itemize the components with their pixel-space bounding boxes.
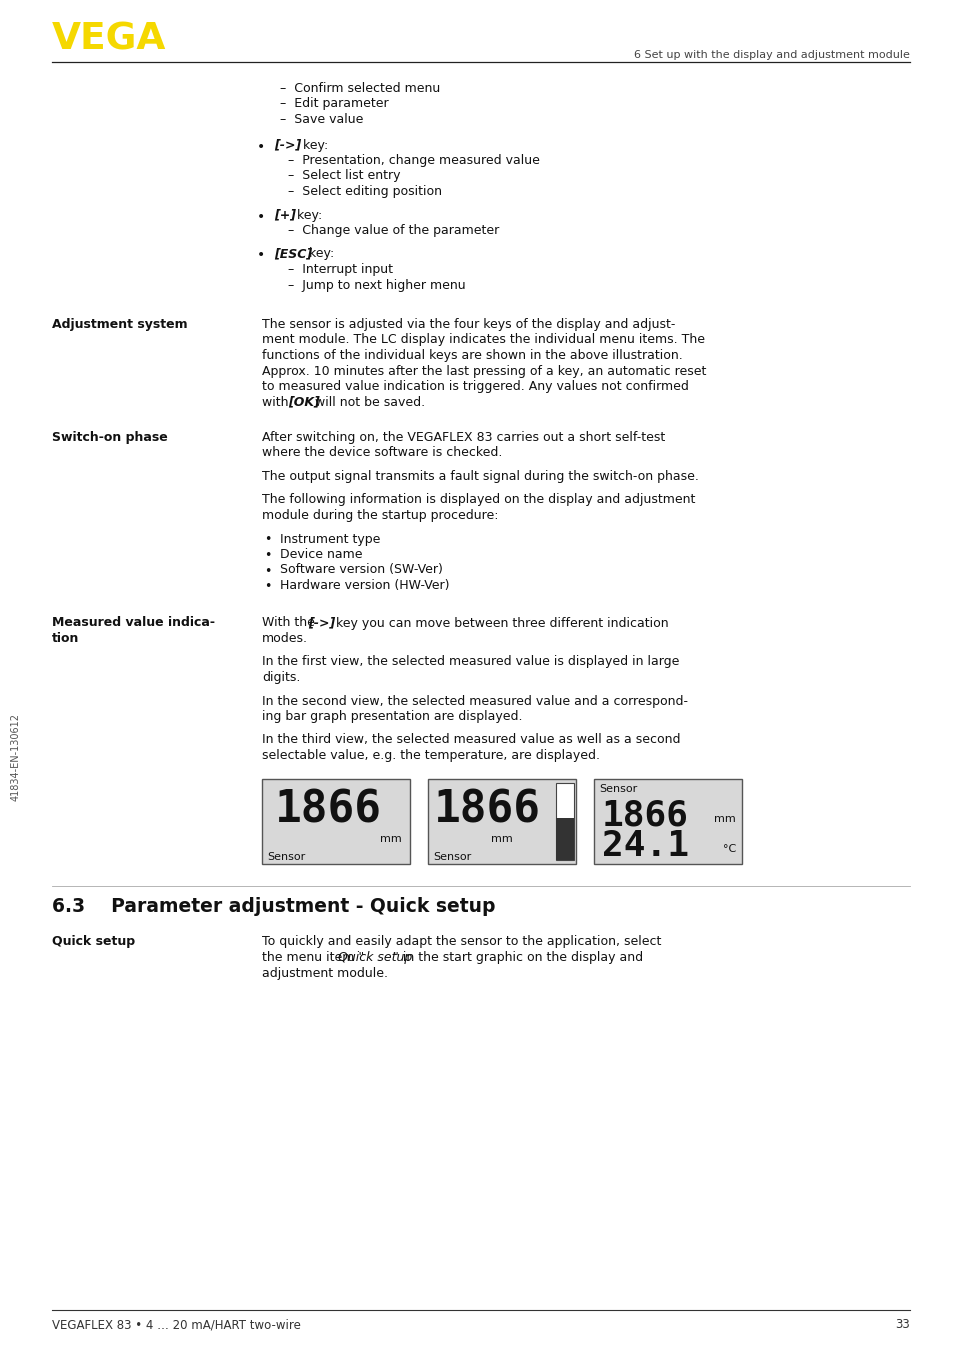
Text: The following information is displayed on the display and adjustment: The following information is displayed o… — [262, 493, 695, 506]
Text: After switching on, the VEGAFLEX 83 carries out a short self-test: After switching on, the VEGAFLEX 83 carr… — [262, 431, 664, 444]
Text: Measured value indica-: Measured value indica- — [52, 616, 214, 630]
Text: Quick setup: Quick setup — [337, 951, 412, 964]
Text: °C: °C — [722, 844, 735, 853]
Text: 41834-EN-130612: 41834-EN-130612 — [11, 714, 21, 802]
Text: VEGA: VEGA — [52, 22, 166, 58]
Text: •: • — [264, 548, 271, 562]
Text: [+]: [+] — [274, 209, 295, 222]
Text: –  Select list entry: – Select list entry — [288, 169, 400, 183]
Text: In the third view, the selected measured value as well as a second: In the third view, the selected measured… — [262, 734, 679, 746]
Text: 33: 33 — [894, 1317, 909, 1331]
Bar — [594, 779, 741, 864]
Text: [->]: [->] — [308, 616, 335, 630]
Text: Switch-on phase: Switch-on phase — [52, 431, 168, 444]
Text: The sensor is adjusted via the four keys of the display and adjust-: The sensor is adjusted via the four keys… — [262, 318, 675, 330]
Text: digits.: digits. — [262, 672, 300, 684]
Text: the menu item ": the menu item " — [262, 951, 364, 964]
Text: Sensor: Sensor — [433, 852, 471, 861]
Text: selectable value, e.g. the temperature, are displayed.: selectable value, e.g. the temperature, … — [262, 749, 599, 762]
Text: where the device software is checked.: where the device software is checked. — [262, 447, 502, 459]
Text: –  Edit parameter: – Edit parameter — [280, 97, 388, 111]
Text: •: • — [256, 139, 265, 153]
Text: Sensor: Sensor — [598, 784, 637, 795]
Bar — [262, 779, 410, 864]
Text: Adjustment system: Adjustment system — [52, 318, 188, 330]
Bar — [428, 779, 576, 864]
Text: The output signal transmits a fault signal during the switch-on phase.: The output signal transmits a fault sign… — [262, 470, 699, 483]
Text: VEGAFLEX 83 • 4 … 20 mA/HART two-wire: VEGAFLEX 83 • 4 … 20 mA/HART two-wire — [52, 1317, 300, 1331]
Text: 6 Set up with the display and adjustment module: 6 Set up with the display and adjustment… — [634, 50, 909, 60]
Text: Sensor: Sensor — [267, 852, 305, 861]
Text: Software version (SW-Ver): Software version (SW-Ver) — [280, 563, 442, 577]
Text: tion: tion — [52, 632, 79, 645]
Text: 6.3    Parameter adjustment - Quick setup: 6.3 Parameter adjustment - Quick setup — [52, 898, 495, 917]
Text: to measured value indication is triggered. Any values not confirmed: to measured value indication is triggere… — [262, 380, 688, 393]
Text: –  Confirm selected menu: – Confirm selected menu — [280, 83, 439, 95]
Text: key:: key: — [298, 138, 328, 152]
Text: mm: mm — [380, 834, 401, 844]
Text: –  Jump to next higher menu: – Jump to next higher menu — [288, 279, 465, 291]
Text: " in the start graphic on the display and: " in the start graphic on the display an… — [393, 951, 642, 964]
Text: 1866: 1866 — [274, 788, 382, 831]
Text: 1866: 1866 — [601, 799, 688, 833]
Text: Device name: Device name — [280, 548, 362, 561]
Text: –  Save value: – Save value — [280, 112, 363, 126]
Text: •: • — [264, 580, 271, 593]
Text: key you can move between three different indication: key you can move between three different… — [332, 616, 667, 630]
Text: key:: key: — [305, 248, 334, 260]
Text: –  Presentation, change measured value: – Presentation, change measured value — [288, 154, 539, 167]
Text: mm: mm — [714, 814, 735, 823]
Text: Hardware version (HW-Ver): Hardware version (HW-Ver) — [280, 580, 449, 592]
Text: [ESC]: [ESC] — [274, 248, 312, 260]
Text: modes.: modes. — [262, 632, 308, 645]
Text: with: with — [262, 395, 293, 409]
Text: 1866: 1866 — [434, 788, 540, 831]
Text: key:: key: — [293, 209, 321, 222]
Text: In the first view, the selected measured value is displayed in large: In the first view, the selected measured… — [262, 655, 679, 669]
Text: will not be saved.: will not be saved. — [311, 395, 425, 409]
Text: •: • — [256, 210, 265, 223]
Text: ing bar graph presentation are displayed.: ing bar graph presentation are displayed… — [262, 709, 522, 723]
Bar — [556, 818, 574, 860]
Text: functions of the individual keys are shown in the above illustration.: functions of the individual keys are sho… — [262, 349, 682, 362]
Text: [OK]: [OK] — [288, 395, 319, 409]
Text: [->]: [->] — [274, 138, 301, 152]
Text: adjustment module.: adjustment module. — [262, 967, 388, 979]
Text: Quick setup: Quick setup — [52, 936, 135, 949]
Text: –  Interrupt input: – Interrupt input — [288, 263, 393, 276]
Text: module during the startup procedure:: module during the startup procedure: — [262, 509, 498, 523]
Text: ment module. The LC display indicates the individual menu items. The: ment module. The LC display indicates th… — [262, 333, 704, 347]
Text: Instrument type: Instrument type — [280, 532, 380, 546]
Bar — [556, 783, 574, 860]
Text: Approx. 10 minutes after the last pressing of a key, an automatic reset: Approx. 10 minutes after the last pressi… — [262, 364, 705, 378]
Text: To quickly and easily adapt the sensor to the application, select: To quickly and easily adapt the sensor t… — [262, 936, 660, 949]
Text: –  Change value of the parameter: – Change value of the parameter — [288, 223, 498, 237]
Text: •: • — [264, 533, 271, 547]
Text: In the second view, the selected measured value and a correspond-: In the second view, the selected measure… — [262, 695, 687, 708]
Text: 24.1: 24.1 — [601, 829, 688, 862]
Text: •: • — [264, 565, 271, 578]
Text: –  Select editing position: – Select editing position — [288, 185, 441, 198]
Text: mm: mm — [491, 834, 513, 844]
Text: •: • — [256, 249, 265, 263]
Text: With the: With the — [262, 616, 318, 630]
